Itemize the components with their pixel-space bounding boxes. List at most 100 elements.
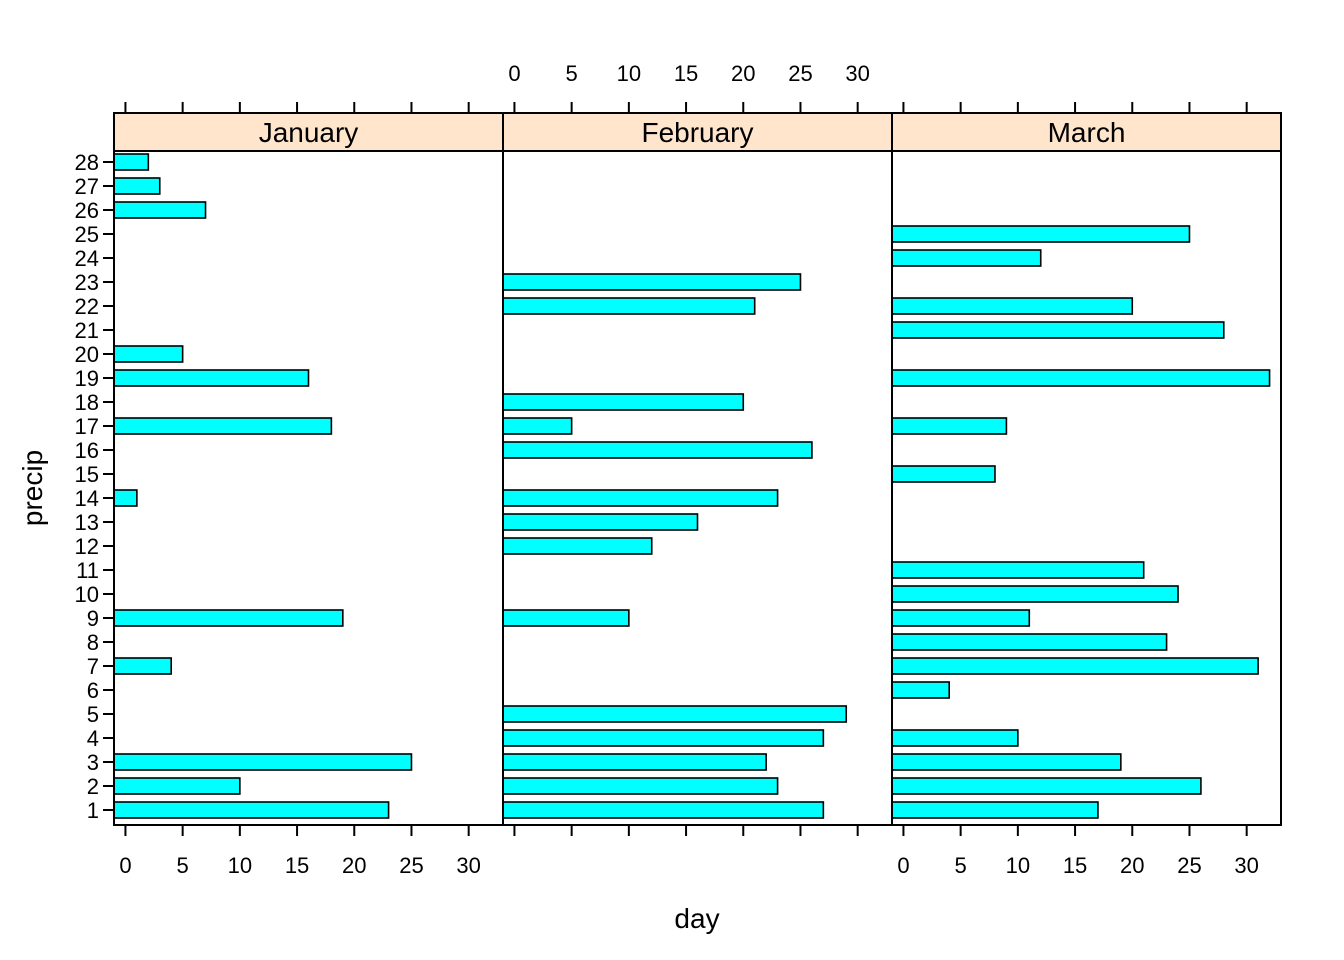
bar — [502, 705, 848, 723]
y-tick-label: 6 — [87, 678, 99, 703]
panel-frame — [113, 150, 504, 826]
y-tick-label: 22 — [75, 294, 99, 319]
bar — [502, 489, 779, 507]
bar — [891, 585, 1179, 603]
bar — [502, 441, 813, 459]
x-tick-label-bottom: 5 — [955, 853, 967, 878]
bar — [891, 249, 1042, 267]
bar — [891, 729, 1019, 747]
x-tick-label-top: 30 — [845, 61, 869, 86]
y-tick-label: 26 — [75, 198, 99, 223]
y-tick-label: 24 — [75, 246, 99, 271]
y-tick-label: 7 — [87, 654, 99, 679]
y-tick-label: 14 — [75, 486, 99, 511]
x-tick-label-bottom: 10 — [228, 853, 252, 878]
y-tick-label: 18 — [75, 390, 99, 415]
bar — [891, 681, 951, 699]
bar — [891, 609, 1031, 627]
bar — [891, 297, 1134, 315]
bar — [502, 801, 825, 819]
bar — [113, 609, 344, 627]
x-axis-title: day — [674, 903, 719, 934]
bar — [113, 417, 333, 435]
bar — [502, 609, 630, 627]
y-tick-label: 27 — [75, 174, 99, 199]
bar — [891, 417, 1008, 435]
y-tick-label: 17 — [75, 414, 99, 439]
bar — [502, 393, 745, 411]
bar — [502, 729, 825, 747]
x-tick-label-bottom: 20 — [342, 853, 366, 878]
y-axis-title: precip — [17, 450, 48, 526]
bar — [502, 513, 699, 531]
bar — [891, 801, 1099, 819]
bar — [113, 177, 161, 195]
strip-label: March — [1048, 117, 1126, 148]
panel-march: March — [891, 112, 1282, 826]
y-tick-label: 8 — [87, 630, 99, 655]
bar — [891, 561, 1145, 579]
bar — [113, 753, 413, 771]
bars — [891, 225, 1271, 819]
panel-frame — [891, 150, 1282, 826]
axes-layer: 0 5 10 15 20 25 300 5 10 15 20 25 300 5 10 15 20 25 301234… — [75, 61, 1259, 878]
strip-label: January — [259, 117, 359, 148]
bar — [113, 777, 241, 795]
bar — [113, 201, 207, 219]
bar — [891, 225, 1191, 243]
bar — [113, 345, 184, 363]
panel-january: January — [113, 112, 504, 826]
y-tick-label: 1 — [87, 798, 99, 823]
x-tick-label-bottom: 20 — [1120, 853, 1144, 878]
panels-layer: January February March — [113, 112, 1282, 826]
bar — [502, 753, 767, 771]
x-tick-label-bottom: 5 — [177, 853, 189, 878]
x-tick-label-top: 10 — [617, 61, 641, 86]
x-tick-label-top: 20 — [731, 61, 755, 86]
bar — [891, 633, 1168, 651]
y-tick-label: 12 — [75, 534, 99, 559]
strip-background — [113, 112, 504, 152]
bar — [113, 489, 138, 507]
x-tick-label-bottom: 0 — [119, 853, 131, 878]
y-tick-label: 20 — [75, 342, 99, 367]
x-tick-label-top: 0 — [508, 61, 520, 86]
x-tick-label-bottom: 25 — [399, 853, 423, 878]
x-tick-label-top: 15 — [674, 61, 698, 86]
y-tick-label: 2 — [87, 774, 99, 799]
bar — [502, 417, 573, 435]
x-tick-label-top: 5 — [566, 61, 578, 86]
bar — [113, 153, 150, 171]
bar — [891, 465, 996, 483]
bar — [113, 801, 390, 819]
y-tick-label: 23 — [75, 270, 99, 295]
strip-label: February — [641, 117, 753, 148]
y-tick-label: 5 — [87, 702, 99, 727]
x-tick-label-top: 25 — [788, 61, 812, 86]
bar — [502, 297, 756, 315]
x-tick-label-bottom: 10 — [1006, 853, 1030, 878]
bars — [502, 273, 848, 819]
y-tick-label: 25 — [75, 222, 99, 247]
x-tick-label-bottom: 15 — [285, 853, 309, 878]
bar — [891, 753, 1122, 771]
bar — [113, 369, 310, 387]
x-tick-label-bottom: 15 — [1063, 853, 1087, 878]
panel-frame — [502, 150, 893, 826]
bar — [502, 537, 653, 555]
y-tick-label: 9 — [87, 606, 99, 631]
panel-february: February — [502, 112, 893, 826]
bar — [113, 657, 173, 675]
bar — [891, 369, 1271, 387]
y-tick-label: 10 — [75, 582, 99, 607]
x-tick-label-bottom: 30 — [1234, 853, 1258, 878]
strip-background — [502, 112, 893, 152]
bar — [891, 321, 1225, 339]
x-tick-label-bottom: 0 — [897, 853, 909, 878]
y-tick-label: 11 — [76, 558, 99, 583]
x-tick-label-bottom: 25 — [1177, 853, 1201, 878]
y-tick-label: 15 — [75, 462, 99, 487]
bar — [891, 777, 1202, 795]
y-tick-label: 16 — [75, 438, 99, 463]
